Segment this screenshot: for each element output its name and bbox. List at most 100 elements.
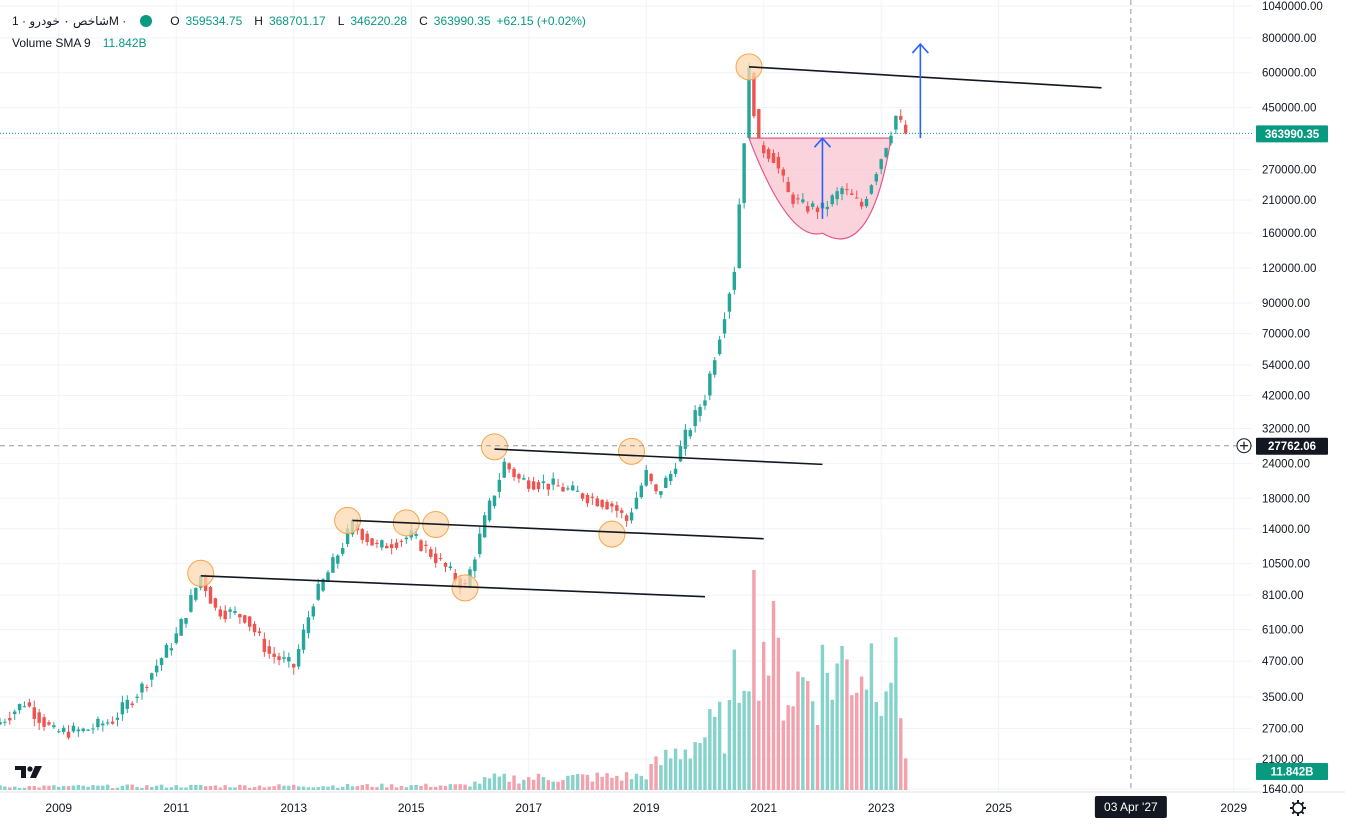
candle bbox=[502, 457, 506, 479]
candle bbox=[644, 464, 648, 488]
candle-body bbox=[12, 711, 17, 715]
candle-body bbox=[536, 482, 541, 490]
volume-tag-bg bbox=[1256, 763, 1328, 780]
candle bbox=[708, 370, 712, 401]
candle bbox=[629, 507, 634, 524]
trendlines bbox=[200, 66, 1102, 598]
time-axis-tick-label: 2029 bbox=[1220, 801, 1247, 815]
candle bbox=[595, 495, 599, 507]
candle-body bbox=[414, 534, 418, 536]
candle bbox=[424, 540, 428, 554]
volume-bar bbox=[507, 781, 511, 790]
volume-bar bbox=[859, 676, 864, 790]
close-label: C bbox=[419, 14, 428, 28]
candle-body bbox=[453, 572, 457, 581]
volume-bar bbox=[96, 785, 100, 790]
volume-bar bbox=[272, 786, 276, 790]
volume-bar bbox=[517, 783, 521, 790]
volume-bar bbox=[247, 787, 252, 790]
volume-bar bbox=[566, 775, 570, 790]
candle bbox=[27, 698, 32, 708]
volume-bar bbox=[693, 742, 697, 790]
candle-body bbox=[233, 610, 237, 613]
symbol-name[interactable]: شاخص ۰ خودرو · 1M · bbox=[12, 14, 127, 28]
candle bbox=[0, 718, 2, 726]
volume-bar bbox=[654, 756, 658, 790]
highlight-circle bbox=[480, 433, 508, 461]
candle-body bbox=[86, 729, 90, 731]
candle-body bbox=[76, 729, 81, 732]
candle-body bbox=[321, 579, 325, 591]
volume-bar bbox=[874, 702, 879, 790]
candle-body bbox=[717, 339, 722, 355]
candle bbox=[678, 440, 683, 462]
candle-body bbox=[693, 410, 697, 427]
candle bbox=[850, 189, 854, 196]
volume-bar bbox=[101, 785, 105, 790]
price-axis-tick-label: 800000.00 bbox=[1262, 33, 1316, 45]
settings-gear-icon[interactable] bbox=[1290, 800, 1306, 816]
candle bbox=[213, 597, 218, 611]
market-status-icon bbox=[140, 15, 153, 27]
candle-body bbox=[385, 545, 389, 549]
candle-body bbox=[517, 474, 521, 479]
volume-bar bbox=[179, 787, 183, 790]
volume-bar bbox=[605, 773, 609, 790]
candle-body bbox=[473, 559, 477, 572]
tradingview-logo-icon[interactable] bbox=[14, 762, 44, 782]
candle bbox=[664, 475, 668, 489]
volume-bar bbox=[600, 776, 604, 790]
candle bbox=[164, 642, 169, 658]
candle-body bbox=[169, 648, 174, 651]
volume-bar bbox=[365, 784, 369, 790]
volume-bar bbox=[360, 785, 364, 790]
candle-body bbox=[620, 510, 624, 513]
candle bbox=[189, 589, 193, 613]
candle-body bbox=[292, 663, 296, 668]
candle-body bbox=[781, 169, 785, 176]
candle bbox=[145, 684, 149, 692]
candle-body bbox=[365, 533, 369, 542]
candle bbox=[184, 617, 188, 628]
candle bbox=[492, 495, 497, 509]
crosshair-add-icon[interactable] bbox=[1236, 438, 1252, 454]
candle bbox=[448, 562, 453, 571]
candle-body bbox=[438, 558, 443, 560]
candle bbox=[438, 552, 443, 561]
candle-body bbox=[380, 540, 384, 548]
volume-bar bbox=[32, 785, 36, 790]
candle-body bbox=[375, 542, 379, 545]
candle-body bbox=[855, 197, 859, 199]
candle bbox=[864, 196, 869, 208]
volume-bar bbox=[409, 785, 413, 790]
candle bbox=[659, 491, 663, 499]
candle-body bbox=[527, 480, 531, 489]
volume-bar bbox=[585, 774, 590, 790]
time-axis-tick-label: 2013 bbox=[280, 801, 307, 815]
candle bbox=[688, 427, 692, 440]
volume-bar bbox=[336, 787, 340, 790]
candle-body bbox=[189, 595, 193, 612]
volume-bar bbox=[610, 777, 614, 790]
volume-bar bbox=[502, 773, 506, 790]
volume-bar bbox=[306, 787, 311, 790]
candle-body bbox=[262, 638, 267, 652]
candle-body bbox=[590, 496, 595, 498]
volume-legend-row[interactable]: Volume SMA 9 11.842B bbox=[12, 32, 586, 54]
candle bbox=[277, 652, 281, 666]
volume-bar bbox=[223, 785, 227, 790]
volume-bar bbox=[845, 659, 849, 790]
volume-bar bbox=[889, 682, 893, 790]
candle-body bbox=[238, 614, 242, 618]
candle bbox=[693, 405, 697, 433]
candle-body bbox=[228, 609, 232, 612]
candle bbox=[91, 723, 95, 734]
price-axis-tick-label: 1040000.00 bbox=[1262, 1, 1323, 13]
candle-body bbox=[81, 728, 85, 731]
open-value: 359534.75 bbox=[185, 14, 243, 28]
volume-bar bbox=[468, 786, 472, 790]
volume-bar bbox=[86, 786, 90, 790]
candle-body bbox=[575, 490, 580, 492]
